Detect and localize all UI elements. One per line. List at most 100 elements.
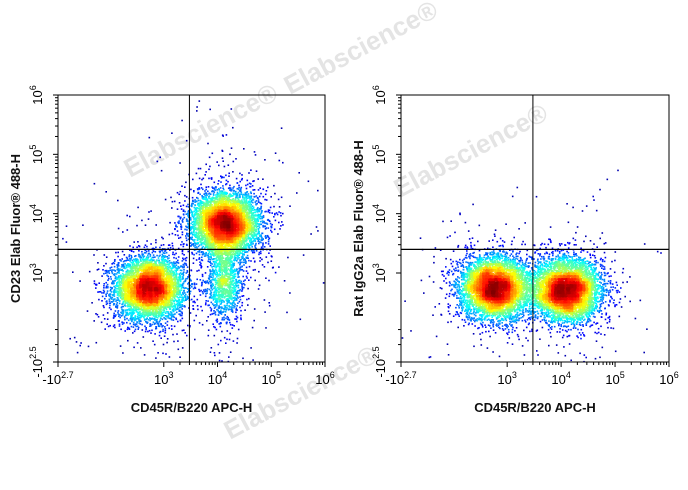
event-dot — [237, 250, 239, 252]
event-dot — [267, 211, 269, 213]
event-dot — [128, 320, 130, 322]
event-dot — [227, 317, 229, 319]
event-dot — [207, 199, 209, 201]
event-dot — [267, 235, 269, 237]
event-dot — [198, 208, 200, 210]
event-dot — [180, 244, 182, 246]
event-dot — [229, 297, 231, 299]
event-dot — [270, 207, 272, 209]
event-dot — [176, 296, 178, 298]
event-dot — [133, 259, 135, 261]
event-dot — [244, 205, 246, 207]
event-dot — [242, 289, 244, 291]
event-dot — [186, 240, 188, 242]
event-dot — [134, 324, 136, 326]
event-dot — [250, 244, 252, 246]
event-dot — [248, 232, 250, 234]
event-dot — [251, 246, 253, 248]
event-dot — [237, 276, 239, 278]
event-dot — [210, 314, 212, 316]
event-dot — [180, 284, 182, 286]
event-dot — [223, 265, 225, 267]
event-dot — [113, 291, 115, 293]
event-dot — [105, 263, 107, 265]
event-dot — [155, 224, 157, 226]
event-dot — [241, 187, 243, 189]
event-dot — [257, 207, 259, 209]
event-dot — [217, 192, 219, 194]
event-dot — [226, 273, 228, 275]
event-dot — [120, 289, 122, 291]
event-dot — [228, 279, 230, 281]
event-dot — [138, 307, 140, 309]
event-dot — [240, 267, 242, 269]
event-dot — [155, 310, 157, 312]
event-dot — [72, 271, 74, 273]
event-dot — [132, 260, 134, 262]
event-dot — [259, 285, 261, 287]
event-dot — [258, 189, 260, 191]
event-dot — [243, 262, 245, 264]
event-dot — [137, 207, 139, 209]
event-dot — [195, 315, 197, 317]
event-dot — [253, 250, 255, 252]
event-dot — [150, 210, 152, 212]
event-dot — [209, 250, 211, 252]
event-dot — [201, 187, 203, 189]
event-dot — [153, 321, 155, 323]
event-dot — [128, 274, 130, 276]
event-dot — [109, 293, 111, 295]
event-dot — [141, 251, 143, 253]
event-dot — [123, 313, 125, 315]
event-dot — [172, 254, 174, 256]
event-dot — [199, 194, 201, 196]
event-dot — [241, 179, 243, 181]
event-dot — [155, 239, 157, 241]
event-dot — [252, 185, 254, 187]
event-dot — [225, 175, 227, 177]
event-dot — [181, 288, 183, 290]
event-dot — [213, 310, 215, 312]
event-dot — [121, 321, 123, 323]
event-dot — [182, 234, 184, 236]
event-dot — [234, 254, 236, 256]
event-dot — [248, 172, 250, 174]
event-dot — [254, 261, 256, 263]
event-dot — [194, 339, 196, 341]
event-dot — [183, 264, 185, 266]
event-dot — [281, 127, 283, 129]
event-dot — [180, 226, 182, 228]
event-dot — [133, 326, 135, 328]
event-dot — [259, 187, 261, 189]
event-dot — [213, 305, 215, 307]
event-dot — [235, 251, 237, 253]
event-dot — [237, 193, 239, 195]
event-dot — [200, 306, 202, 308]
event-dot — [241, 174, 243, 176]
event-dot — [191, 205, 193, 207]
event-dot — [231, 260, 233, 262]
event-dot — [186, 244, 188, 246]
event-dot — [104, 298, 106, 300]
event-dot — [107, 290, 109, 292]
event-dot — [175, 234, 177, 236]
event-dot — [200, 208, 202, 210]
event-dot — [182, 284, 184, 286]
event-dot — [133, 322, 135, 324]
event-dot — [257, 178, 259, 180]
event-dot — [69, 338, 71, 340]
event-dot — [267, 187, 269, 189]
event-dot — [245, 260, 247, 262]
event-dot — [122, 231, 124, 233]
event-dot — [254, 218, 256, 220]
event-dot — [214, 191, 216, 193]
event-dot — [115, 306, 117, 308]
event-dot — [183, 329, 185, 331]
event-dot — [187, 221, 189, 223]
event-dot — [110, 289, 112, 291]
event-dot — [221, 194, 223, 196]
event-dot — [124, 263, 126, 265]
event-dot — [238, 187, 240, 189]
event-dot — [121, 266, 123, 268]
event-dot — [129, 265, 131, 267]
